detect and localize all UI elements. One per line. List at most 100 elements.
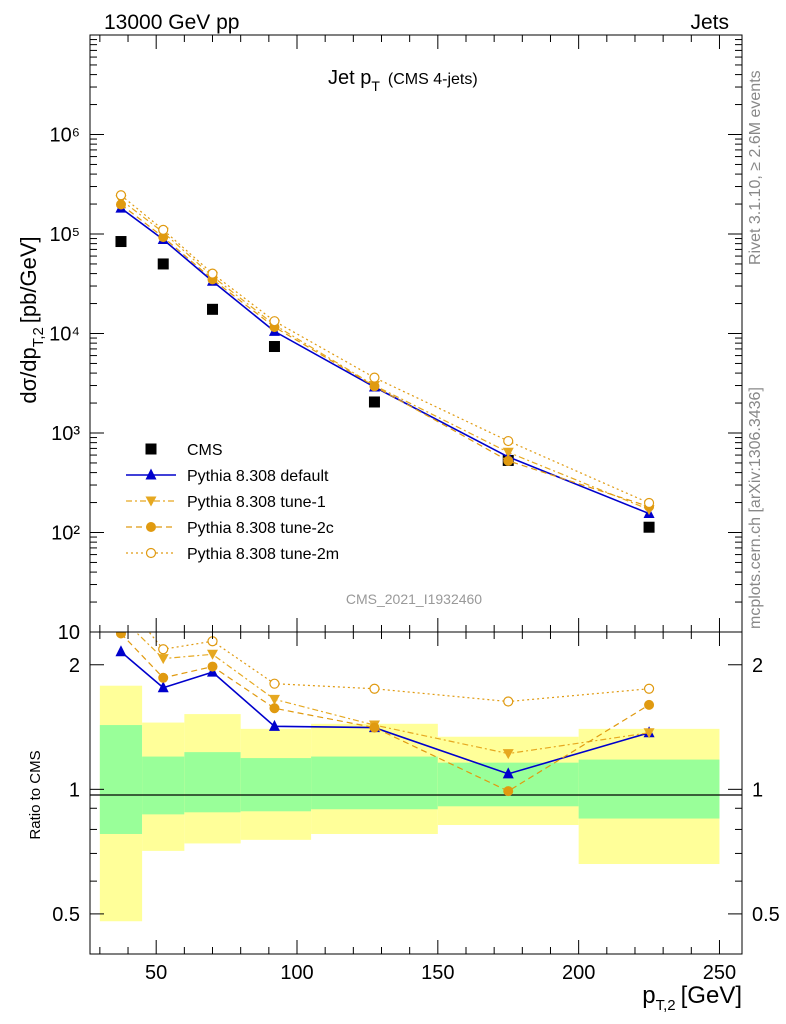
y-tick-label: 10² [51,523,80,545]
ratio-frame [89,631,743,955]
x-tick-label: 100 [280,962,313,984]
legend-marker [146,522,156,532]
band-inner [311,756,438,810]
upper-y-tick-labels: 10 10² 10³ 10⁴ 10⁵ 10⁶ [49,125,80,645]
data-point [115,236,127,248]
x-tick-labels: 50 100 150 200 250 [145,962,736,984]
y-tick-label: 10 [58,622,80,644]
header-left: 13000 GeV pp [104,11,239,34]
upper-panel: 10 10² 10³ 10⁴ 10⁵ 10⁶ [49,34,743,645]
ratio-y-tick-label-right: 1 [752,779,763,801]
header-right: Jets [690,11,729,34]
ratio-y-axis-label: Ratio to CMS [27,750,44,839]
ratio-point [503,786,514,797]
ratio-point [268,719,280,731]
ratio-point [207,649,219,660]
ratio-series-pythia-8-308-tune-2c [115,632,655,797]
legend-marker [145,547,157,559]
legend-item-pythia-8-308-tune-1: Pythia 8.308 tune-1 [126,494,326,511]
x-tick-label: 200 [562,962,595,984]
data-point [502,447,514,458]
data-point [158,224,169,235]
ratio-y-tick-labels: 0.5 0.5 1 1 2 2 [52,655,780,926]
band-inner [578,759,720,819]
ratio-panel: 0.5 0.5 1 1 2 2 [52,593,780,955]
ratio-point [115,645,127,657]
ratio-y-tick-label: 1 [69,779,80,801]
ratio-point [644,699,655,710]
upper-ticks [90,35,742,633]
ratio-series-pythia-8-308-tune-1 [134,632,655,760]
analysis-watermark: CMS_2021_I1932460 [346,591,482,607]
legend-item-pythia-8-308-default: Pythia 8.308 default [126,468,329,485]
x-axis-label-main: p [642,982,655,1009]
legend-label: Pythia 8.308 default [187,468,329,485]
data-point [369,372,380,383]
ratio-y-tick-label: 0.5 [52,904,80,926]
x-axis-label: pT,2 [GeV] [642,982,742,1014]
ratio-point [207,661,218,672]
chart-title-note: (CMS 4-jets) [388,71,478,88]
ratio-y-tick-label: 2 [69,655,80,677]
mcplots-label: mcplots.cern.ch [arXiv:1306.3436] [747,387,764,629]
legend-item-pythia-8-308-tune-2c: Pythia 8.308 tune-2c [126,520,334,537]
legend-item-cms: CMS [145,442,223,459]
y-tick-label: 10⁴ [49,324,80,346]
ratio-series-pythia-8-308-tune-2m [116,593,655,707]
band-inner [99,725,143,834]
ratio-point [157,654,169,665]
chart-title: Jet pT (CMS 4-jets) [328,67,478,94]
legend: CMS Pythia 8.308 default Pythia 8.308 tune… [126,442,339,563]
data-point [368,396,380,408]
rivet-label: Rivet 3.1.10, ≥ 2.6M events [747,70,764,265]
y-tick-label: 10⁶ [50,125,80,147]
data-point [643,521,655,533]
legend-item-pythia-8-308-tune-2m: Pythia 8.308 tune-2m [126,546,339,563]
series-cms [115,236,655,533]
legend-marker [145,496,157,507]
ratio-point [502,749,514,760]
legend-label: Pythia 8.308 tune-1 [187,494,326,511]
ratio-point [158,672,169,683]
series-line [120,204,650,508]
data-point [503,455,514,466]
data-point [369,381,380,392]
ratio-point [116,593,125,602]
ratio-y-tick-label-right: 0.5 [752,904,780,926]
ratio-point [369,722,380,733]
ratio-point [115,632,126,639]
x-tick-label: 50 [145,962,167,984]
y-axis-label-main: dσ/dp [16,347,41,403]
ratio-point [268,694,280,705]
data-point [157,258,169,270]
x-tick-label: 250 [703,962,736,984]
ratio-point [369,683,380,694]
data-point [207,303,219,315]
legend-label: Pythia 8.308 tune-2c [187,520,334,537]
series-pythia-8-308-tune-2c [115,199,655,512]
y-tick-label: 10⁵ [49,224,80,246]
band-inner [240,758,312,812]
y-axis-label: dσ/dpT,2 [pb/GeV] [16,236,47,403]
legend-label: CMS [187,442,223,459]
x-axis-label-sub: T,2 [656,997,676,1014]
ratio-point [157,681,169,693]
ratio-ticks [90,632,742,955]
ratio-bands [99,685,720,922]
ratio-point [158,644,169,655]
ratio-point [269,703,280,714]
series-line [120,199,650,511]
ratio-point [269,678,280,689]
upper-frame [89,34,743,633]
band-inner [184,752,241,813]
y-axis-label-unit: [pb/GeV] [16,236,41,323]
x-axis-label-unit: [GeV] [681,982,742,1009]
data-point [115,190,127,201]
data-point [503,435,514,447]
chart-title-main: Jet p [328,67,371,89]
chart-title-sub: T [371,78,380,94]
legend-label: Pythia 8.308 tune-2m [187,546,339,563]
upper-marks [115,190,655,533]
ratio-point [503,696,514,707]
